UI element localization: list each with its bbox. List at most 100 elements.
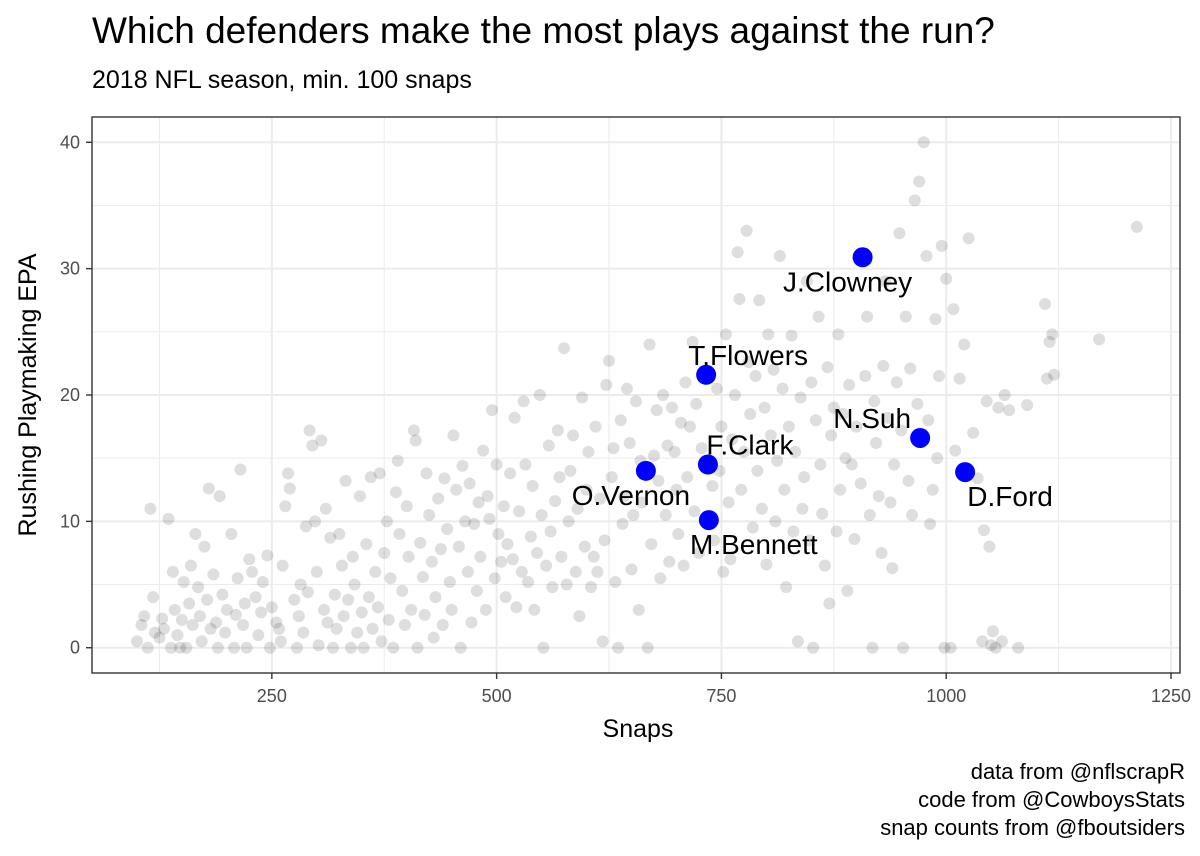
data-point <box>791 635 804 648</box>
caption: data from @nflscrapR code from @CowboysS… <box>880 758 1185 842</box>
data-point <box>228 641 241 654</box>
data-point <box>310 565 323 578</box>
data-point <box>282 467 295 480</box>
data-point <box>495 555 508 568</box>
data-point <box>210 616 223 629</box>
data-point <box>168 603 181 616</box>
data-point <box>141 641 154 654</box>
data-point <box>423 509 436 522</box>
data-point <box>897 641 910 654</box>
data-point <box>506 553 519 566</box>
data-point <box>800 275 813 288</box>
data-point <box>420 467 433 480</box>
data-point <box>213 490 226 503</box>
data-point <box>647 449 660 462</box>
data-point <box>303 424 316 437</box>
data-point <box>515 565 528 578</box>
highlight-point-dford <box>955 462 976 483</box>
data-point <box>147 591 160 604</box>
data-point <box>402 550 415 563</box>
data-point <box>953 372 966 385</box>
data-point <box>843 378 856 391</box>
data-point <box>931 452 944 465</box>
data-point <box>409 434 422 447</box>
data-point <box>567 429 580 442</box>
data-point <box>283 482 296 495</box>
data-point <box>571 502 584 515</box>
data-point <box>825 429 838 442</box>
data-point <box>686 335 699 348</box>
data-point <box>598 534 611 547</box>
data-point <box>929 313 942 326</box>
data-point <box>621 382 634 395</box>
data-point <box>380 515 393 528</box>
data-point <box>294 578 307 591</box>
data-point <box>605 471 618 484</box>
data-point <box>166 565 179 578</box>
data-point <box>474 550 487 563</box>
data-point <box>944 641 957 654</box>
data-point <box>337 610 350 623</box>
data-point <box>207 568 220 581</box>
highlight-point-nsuh <box>910 427 931 448</box>
data-point <box>661 439 674 452</box>
x-tick-label: 1000 <box>926 686 966 706</box>
data-point <box>618 490 631 503</box>
data-point <box>321 616 334 629</box>
data-point <box>391 454 404 467</box>
data-point <box>641 641 654 654</box>
x-axis-ticks: 250 500 750 1000 1250 <box>257 673 1191 706</box>
data-point <box>645 538 658 551</box>
data-point <box>138 610 151 623</box>
data-point <box>672 528 685 540</box>
data-point <box>995 635 1008 648</box>
data-point <box>308 515 321 528</box>
data-point <box>679 376 692 389</box>
data-point <box>726 433 739 446</box>
data-point <box>468 517 481 530</box>
data-point <box>378 546 391 559</box>
highlight-label-fclark: F.Clark <box>706 430 794 461</box>
data-point <box>264 641 277 654</box>
data-point <box>832 328 845 341</box>
data-point <box>342 593 355 606</box>
data-point <box>486 404 499 417</box>
data-point <box>863 509 876 522</box>
data-point <box>814 458 827 471</box>
data-point <box>578 540 591 553</box>
data-point <box>632 603 645 616</box>
data-point <box>630 395 642 408</box>
data-point <box>463 477 476 490</box>
data-point <box>872 490 885 503</box>
data-point <box>803 534 816 547</box>
data-point <box>153 631 166 644</box>
data-point <box>805 376 818 389</box>
data-point <box>315 434 328 447</box>
data-point <box>933 370 946 383</box>
data-point <box>710 382 723 395</box>
y-tick-label: 40 <box>60 132 80 152</box>
data-point <box>427 631 440 644</box>
data-point <box>443 576 456 589</box>
data-point <box>906 509 919 522</box>
data-point <box>751 464 764 477</box>
data-point <box>656 389 669 401</box>
data-point <box>576 391 589 404</box>
data-point <box>764 429 777 442</box>
data-point <box>504 467 517 480</box>
data-point <box>396 584 409 597</box>
data-point <box>273 622 286 635</box>
data-point <box>508 411 521 424</box>
data-point <box>798 471 811 484</box>
data-point <box>755 502 768 515</box>
highlight-point-overnon <box>635 460 656 481</box>
data-point <box>986 625 999 638</box>
data-point <box>780 581 793 594</box>
data-point <box>616 517 629 530</box>
data-point <box>609 576 622 589</box>
data-point <box>674 416 687 429</box>
data-point <box>405 603 418 616</box>
data-point <box>683 420 696 433</box>
data-point <box>731 246 744 259</box>
data-point <box>526 479 539 492</box>
